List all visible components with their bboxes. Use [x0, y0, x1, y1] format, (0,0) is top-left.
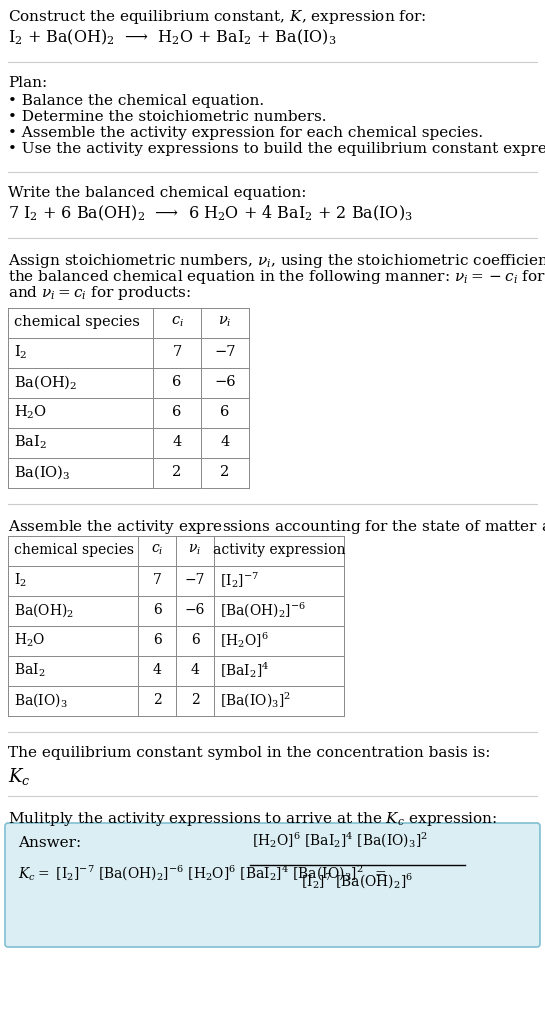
Text: $\nu_i$: $\nu_i$ — [189, 543, 202, 557]
Text: The equilibrium constant symbol in the concentration basis is:: The equilibrium constant symbol in the c… — [8, 746, 490, 760]
Text: Mulitply the activity expressions to arrive at the $K_c$ expression:: Mulitply the activity expressions to arr… — [8, 810, 498, 828]
Text: 6: 6 — [220, 405, 229, 419]
Text: Ba(OH)$_2$: Ba(OH)$_2$ — [14, 601, 74, 618]
Text: [I$_2$]$^7$ [Ba(OH)$_2$]$^6$: [I$_2$]$^7$ [Ba(OH)$_2$]$^6$ — [301, 872, 414, 891]
Text: Assemble the activity expressions accounting for the state of matter and $\nu_i$: Assemble the activity expressions accoun… — [8, 518, 545, 536]
Text: Ba(OH)$_2$: Ba(OH)$_2$ — [14, 374, 77, 391]
Text: [H$_2$O]$^6$ [BaI$_2$]$^4$ [Ba(IO)$_3$]$^2$: [H$_2$O]$^6$ [BaI$_2$]$^4$ [Ba(IO)$_3$]$… — [252, 830, 428, 850]
Text: 2: 2 — [220, 465, 229, 480]
Text: • Balance the chemical equation.: • Balance the chemical equation. — [8, 94, 264, 108]
Text: 7: 7 — [153, 573, 161, 587]
Text: chemical species: chemical species — [14, 543, 134, 557]
Text: the balanced chemical equation in the following manner: $\nu_i = -c_i$ for react: the balanced chemical equation in the fo… — [8, 268, 545, 286]
Text: Assign stoichiometric numbers, $\nu_i$, using the stoichiometric coefficients, $: Assign stoichiometric numbers, $\nu_i$, … — [8, 252, 545, 270]
Text: • Use the activity expressions to build the equilibrium constant expression.: • Use the activity expressions to build … — [8, 142, 545, 156]
Text: $c_i$: $c_i$ — [171, 315, 184, 329]
Text: 4: 4 — [153, 663, 161, 677]
Text: • Assemble the activity expression for each chemical species.: • Assemble the activity expression for e… — [8, 126, 483, 140]
Text: [H$_2$O]$^6$: [H$_2$O]$^6$ — [220, 630, 269, 650]
Text: activity expression: activity expression — [213, 543, 345, 557]
Text: 6: 6 — [191, 633, 199, 647]
Text: −7: −7 — [214, 345, 236, 359]
Text: I$_2$: I$_2$ — [14, 571, 27, 589]
Text: Construct the equilibrium constant, $K$, expression for:: Construct the equilibrium constant, $K$,… — [8, 8, 427, 26]
Text: −6: −6 — [214, 375, 236, 389]
Text: 6: 6 — [172, 375, 181, 389]
Text: 2: 2 — [172, 465, 181, 480]
Text: Write the balanced chemical equation:: Write the balanced chemical equation: — [8, 186, 306, 200]
Text: H$_2$O: H$_2$O — [14, 403, 47, 421]
Text: Ba(IO)$_3$: Ba(IO)$_3$ — [14, 463, 70, 481]
Text: • Determine the stoichiometric numbers.: • Determine the stoichiometric numbers. — [8, 110, 326, 125]
Text: 4: 4 — [172, 435, 181, 449]
Text: $K_c = $ [I$_2$]$^{-7}$ [Ba(OH)$_2$]$^{-6}$ [H$_2$O]$^6$ [BaI$_2$]$^4$ [Ba(IO)$_: $K_c = $ [I$_2$]$^{-7}$ [Ba(OH)$_2$]$^{-… — [18, 864, 386, 883]
Text: 6: 6 — [153, 603, 161, 617]
Text: [I$_2$]$^{-7}$: [I$_2$]$^{-7}$ — [220, 570, 259, 590]
Text: H$_2$O: H$_2$O — [14, 632, 45, 648]
Text: 7 I$_2$ + 6 Ba(OH)$_2$  ⟶  6 H$_2$O + 4 BaI$_2$ + 2 Ba(IO)$_3$: 7 I$_2$ + 6 Ba(OH)$_2$ ⟶ 6 H$_2$O + 4 Ba… — [8, 204, 413, 223]
Text: and $\nu_i = c_i$ for products:: and $\nu_i = c_i$ for products: — [8, 284, 191, 301]
Text: −7: −7 — [185, 573, 205, 587]
Text: Ba(IO)$_3$: Ba(IO)$_3$ — [14, 691, 68, 709]
Text: [Ba(IO)$_3$]$^2$: [Ba(IO)$_3$]$^2$ — [220, 690, 291, 710]
FancyBboxPatch shape — [5, 823, 540, 947]
Text: Plan:: Plan: — [8, 76, 47, 90]
Text: 6: 6 — [172, 405, 181, 419]
Text: 4: 4 — [220, 435, 229, 449]
Text: I$_2$: I$_2$ — [14, 344, 27, 361]
Text: chemical species: chemical species — [14, 315, 140, 329]
Text: BaI$_2$: BaI$_2$ — [14, 433, 47, 451]
Text: [Ba(OH)$_2$]$^{-6}$: [Ba(OH)$_2$]$^{-6}$ — [220, 601, 306, 619]
Text: I$_2$ + Ba(OH)$_2$  ⟶  H$_2$O + BaI$_2$ + Ba(IO)$_3$: I$_2$ + Ba(OH)$_2$ ⟶ H$_2$O + BaI$_2$ + … — [8, 28, 336, 47]
Text: 7: 7 — [172, 345, 181, 359]
Text: [BaI$_2$]$^4$: [BaI$_2$]$^4$ — [220, 661, 269, 680]
Text: −6: −6 — [185, 603, 205, 617]
Text: 2: 2 — [153, 693, 161, 707]
Text: 2: 2 — [191, 693, 199, 707]
Text: $\nu_i$: $\nu_i$ — [218, 315, 232, 329]
Text: Answer:: Answer: — [18, 836, 81, 850]
Text: 6: 6 — [153, 633, 161, 647]
Text: 4: 4 — [191, 663, 199, 677]
Text: $K_c$: $K_c$ — [8, 766, 31, 787]
Text: $c_i$: $c_i$ — [151, 543, 163, 557]
Text: BaI$_2$: BaI$_2$ — [14, 662, 45, 679]
